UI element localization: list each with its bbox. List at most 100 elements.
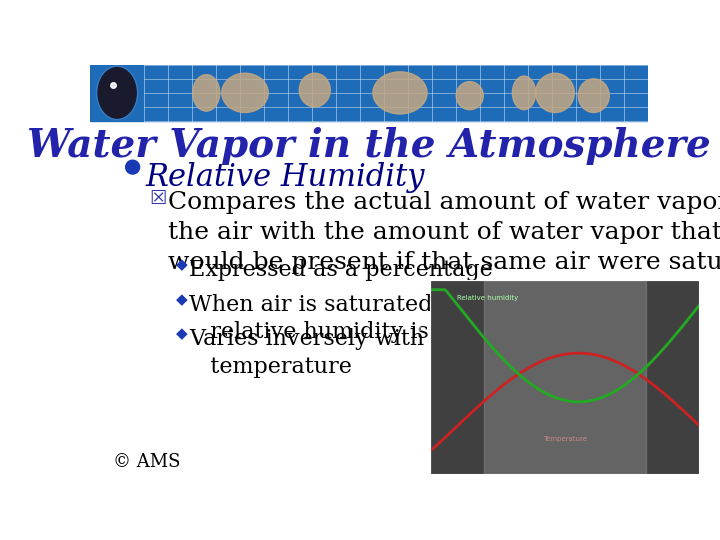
- Bar: [580, 280, 582, 475]
- Bar: [509, 280, 512, 475]
- Text: ☒: ☒: [150, 190, 167, 208]
- Bar: [430, 280, 433, 475]
- Bar: [593, 280, 596, 475]
- Bar: [610, 280, 613, 475]
- Bar: [495, 280, 498, 475]
- Ellipse shape: [373, 72, 427, 114]
- Ellipse shape: [300, 73, 330, 107]
- Text: Compares the actual amount of water vapor in
the air with the amount of water va: Compares the actual amount of water vapo…: [168, 191, 720, 274]
- Bar: [561, 280, 564, 475]
- Bar: [662, 280, 665, 475]
- Bar: [506, 280, 509, 475]
- Bar: [441, 280, 444, 475]
- Bar: [582, 280, 585, 475]
- Bar: [626, 280, 629, 475]
- Text: Expressed as a percentage: Expressed as a percentage: [189, 259, 493, 281]
- Bar: [503, 280, 506, 475]
- Bar: [564, 280, 567, 475]
- Bar: [637, 280, 640, 475]
- Bar: [436, 280, 438, 475]
- Bar: [575, 280, 577, 475]
- Bar: [572, 280, 575, 475]
- Bar: [542, 280, 544, 475]
- Bar: [477, 280, 479, 475]
- Bar: [585, 280, 588, 475]
- Bar: [588, 280, 591, 475]
- Bar: [657, 280, 659, 475]
- Text: Relative Humidity: Relative Humidity: [145, 162, 426, 193]
- Bar: [517, 280, 520, 475]
- Bar: [449, 280, 451, 475]
- Bar: [479, 280, 482, 475]
- Bar: [438, 280, 441, 475]
- Bar: [624, 280, 626, 475]
- Ellipse shape: [578, 79, 609, 112]
- Text: Relative humidity (%): Relative humidity (%): [716, 348, 720, 407]
- Bar: [651, 280, 654, 475]
- Bar: [659, 280, 662, 475]
- Bar: [629, 280, 631, 475]
- Bar: [515, 280, 517, 475]
- Bar: [569, 280, 572, 475]
- Bar: [681, 280, 683, 475]
- Bar: [430, 280, 700, 475]
- Ellipse shape: [98, 68, 136, 118]
- Ellipse shape: [96, 66, 138, 120]
- Bar: [670, 280, 672, 475]
- Bar: [558, 280, 561, 475]
- Bar: [468, 280, 471, 475]
- Bar: [616, 280, 618, 475]
- Text: Temperature: Temperature: [543, 436, 587, 442]
- Bar: [501, 280, 503, 475]
- Bar: [602, 280, 605, 475]
- Bar: [465, 280, 468, 475]
- Bar: [665, 280, 667, 475]
- Text: 6: 6: [613, 454, 625, 471]
- Bar: [482, 280, 485, 475]
- Text: Relative humidity: Relative humidity: [457, 295, 518, 301]
- Ellipse shape: [513, 76, 536, 110]
- Text: When air is saturated,
   relative humidity is 100%: When air is saturated, relative humidity…: [189, 293, 500, 343]
- Bar: [634, 280, 637, 475]
- Text: © AMS: © AMS: [113, 454, 181, 471]
- Text: Varies inversely with
   temperature: Varies inversely with temperature: [189, 328, 424, 378]
- Bar: [591, 280, 593, 475]
- Bar: [512, 280, 515, 475]
- Bar: [553, 280, 555, 475]
- Bar: [689, 280, 692, 475]
- Bar: [672, 280, 675, 475]
- Bar: [618, 280, 621, 475]
- Bar: [613, 280, 616, 475]
- Bar: [544, 280, 547, 475]
- Bar: [474, 280, 477, 475]
- Ellipse shape: [193, 75, 220, 111]
- Bar: [640, 280, 643, 475]
- Bar: [605, 280, 607, 475]
- Bar: [484, 280, 646, 475]
- Bar: [536, 280, 539, 475]
- Bar: [547, 280, 550, 475]
- Bar: [675, 280, 678, 475]
- Bar: [452, 280, 454, 475]
- Bar: [695, 280, 697, 475]
- Bar: [485, 280, 487, 475]
- Bar: [654, 280, 657, 475]
- Bar: [454, 280, 457, 475]
- Ellipse shape: [456, 82, 483, 110]
- Bar: [577, 280, 580, 475]
- Bar: [523, 280, 526, 475]
- Bar: [683, 280, 686, 475]
- Bar: [528, 280, 531, 475]
- Circle shape: [126, 160, 140, 174]
- Bar: [487, 280, 490, 475]
- Bar: [607, 280, 610, 475]
- Text: ◆: ◆: [176, 327, 187, 341]
- Bar: [596, 280, 599, 475]
- Bar: [645, 280, 648, 475]
- Bar: [686, 280, 689, 475]
- Bar: [539, 280, 541, 475]
- Bar: [599, 280, 602, 475]
- Bar: [498, 280, 501, 475]
- Bar: [692, 280, 695, 475]
- Bar: [697, 280, 700, 475]
